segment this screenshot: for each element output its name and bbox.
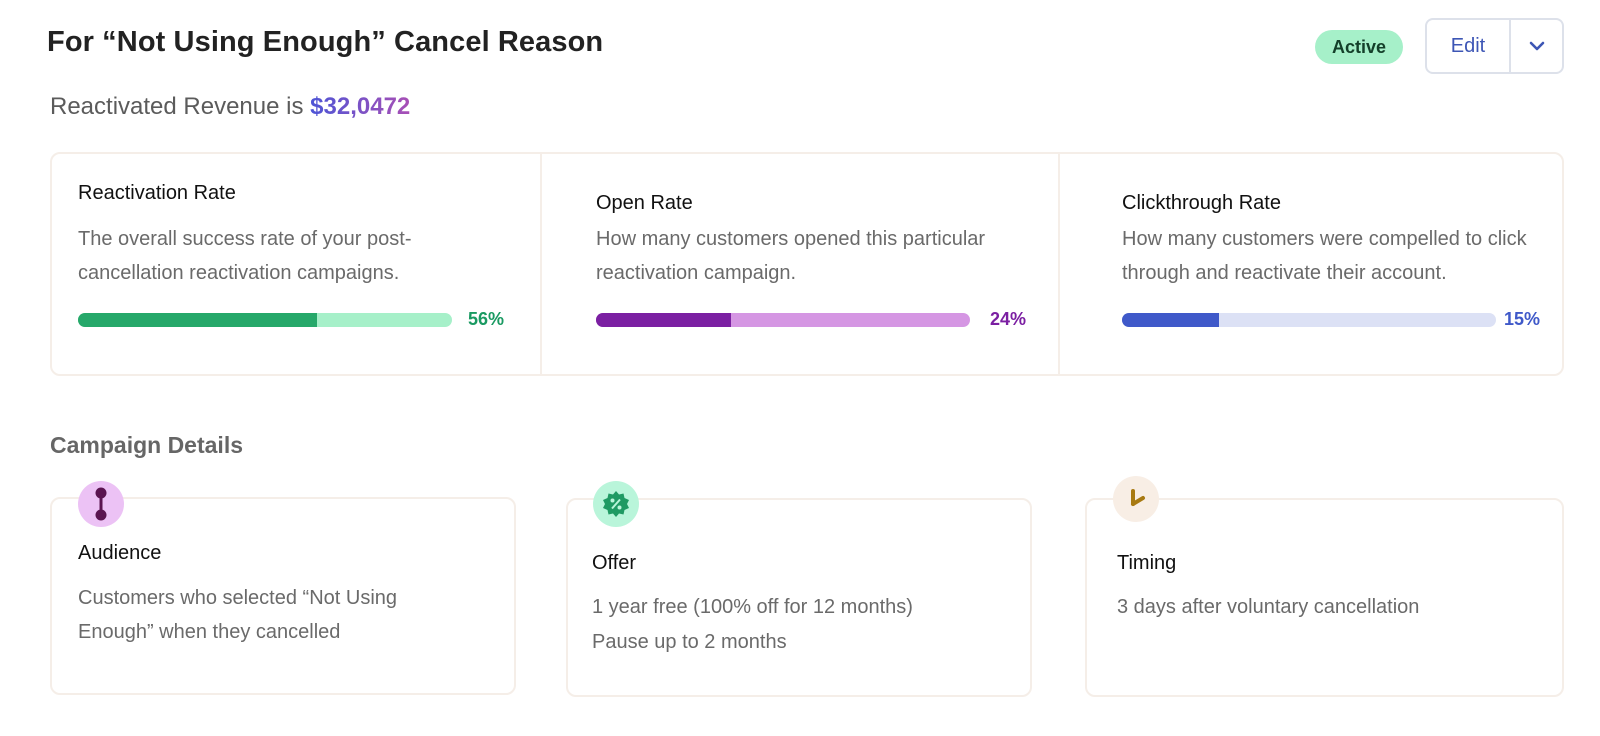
campaign-card-timing <box>1085 498 1564 697</box>
progress-bar <box>78 313 452 327</box>
chevron-down-icon <box>1529 41 1544 51</box>
campaign-card-offer <box>566 498 1032 697</box>
revenue-amount: $32,0472 <box>310 93 411 120</box>
more-options-button[interactable] <box>1511 20 1562 72</box>
card-line: Pause up to 2 months <box>592 631 787 653</box>
metric-description: How many customers opened this particula… <box>596 228 986 284</box>
card-line: 1 year free (100% off for 12 months) <box>592 596 913 618</box>
progress-bar-fill <box>596 313 731 327</box>
metric-percent: 24% <box>990 309 1027 329</box>
card-line: Enough” when they cancelled <box>78 621 341 643</box>
metric-title: Open Rate <box>596 192 693 214</box>
card-title: Audience <box>78 542 162 564</box>
metric-percent: 15% <box>1504 309 1541 329</box>
metric-clickthrough-rate: Clickthrough Rate How many customers wer… <box>1058 154 1562 374</box>
metric-open-rate: Open Rate How many customers opened this… <box>540 154 1058 374</box>
clock-icon <box>1113 476 1159 522</box>
page-title: For “Not Using Enough” Cancel Reason <box>47 26 604 58</box>
metric-description: How many customers were compelled to cli… <box>1122 228 1527 284</box>
card-line: Customers who selected “Not Using <box>78 587 398 609</box>
reactivated-revenue: Reactivated Revenue is $32,0472 <box>50 93 410 121</box>
card-title: Offer <box>592 552 637 574</box>
revenue-label: Reactivated Revenue is <box>50 93 304 120</box>
metric-title: Reactivation Rate <box>78 182 236 204</box>
progress-bar <box>596 313 970 327</box>
edit-button[interactable]: Edit <box>1427 20 1511 72</box>
progress-bar-fill <box>78 313 318 327</box>
metric-percent: 56% <box>468 309 505 329</box>
card-title: Timing <box>1117 552 1177 574</box>
edit-button-group: Edit <box>1425 18 1564 74</box>
offer-badge-icon <box>593 481 639 527</box>
audience-icon <box>78 481 124 527</box>
progress-bar-fill <box>1122 313 1220 327</box>
status-badge: Active <box>1315 30 1403 64</box>
metric-reactivation-rate: Reactivation Rate The overall success ra… <box>52 154 540 374</box>
campaign-card-audience <box>50 497 516 695</box>
section-title-campaign-details: Campaign Details <box>50 432 243 458</box>
card-line: 3 days after voluntary cancellation <box>1117 596 1420 618</box>
metric-title: Clickthrough Rate <box>1122 192 1281 214</box>
progress-bar <box>1122 313 1496 327</box>
metric-description: The overall success rate of your post-ca… <box>78 228 412 284</box>
metrics-panel: Reactivation Rate The overall success ra… <box>50 152 1564 376</box>
